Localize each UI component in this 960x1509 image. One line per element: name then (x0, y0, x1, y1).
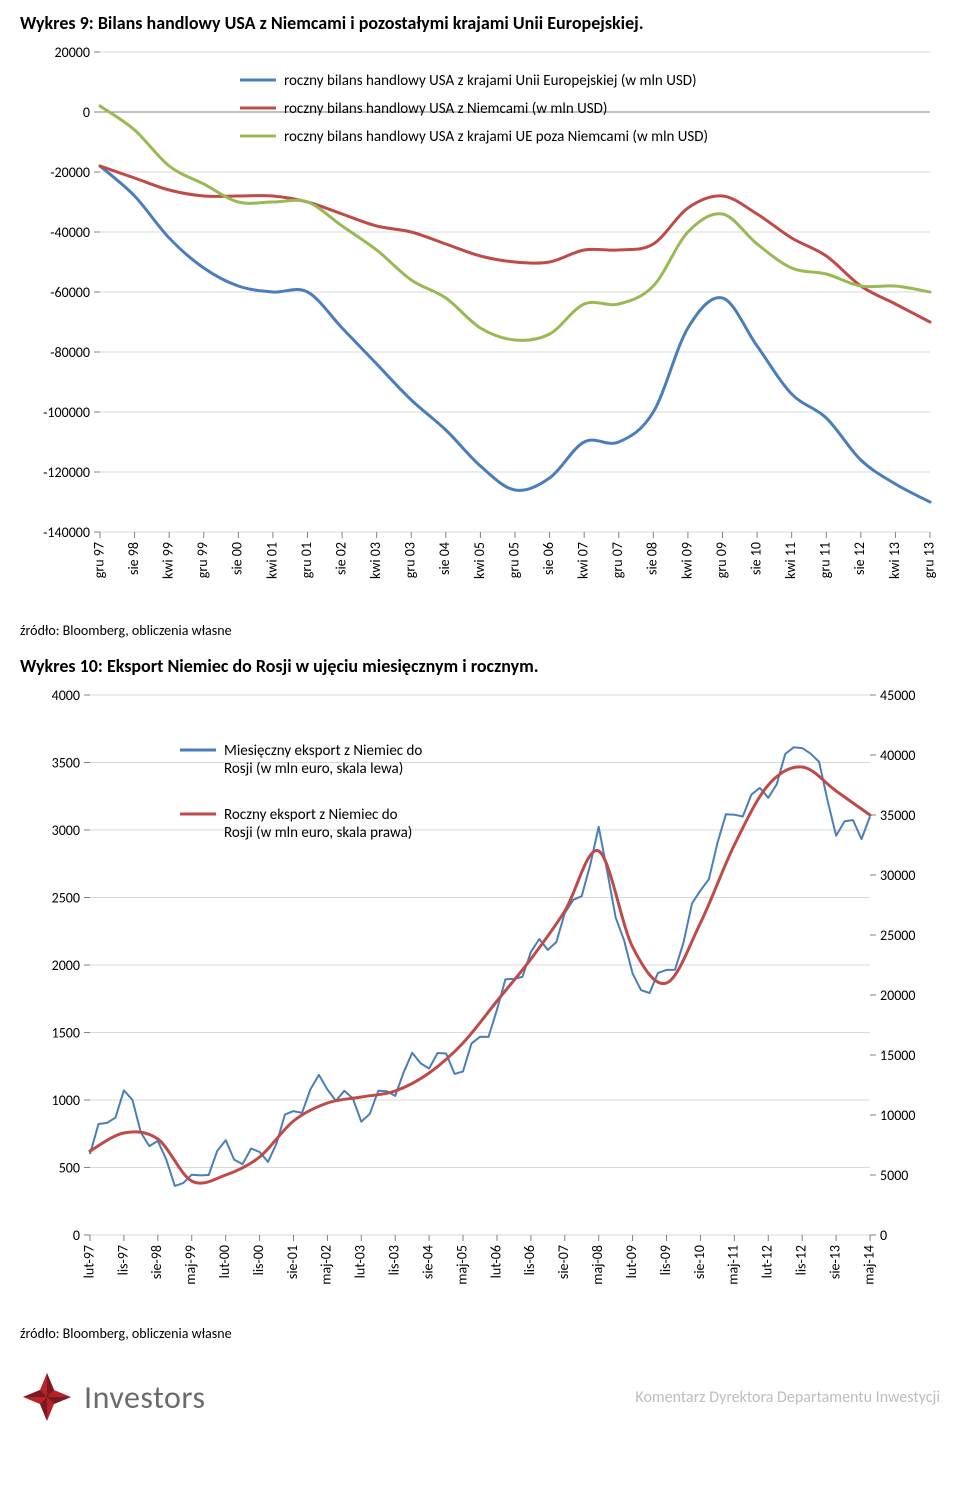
chart9-source: źródło: Bloomberg, obliczenia własne (20, 622, 940, 639)
svg-text:gru 01: gru 01 (298, 542, 315, 578)
svg-text:gru 97: gru 97 (90, 542, 107, 578)
svg-text:roczny bilans handlowy USA z k: roczny bilans handlowy USA z krajami Uni… (284, 72, 697, 90)
svg-text:Rosji (w mln euro, skala prawa: Rosji (w mln euro, skala prawa) (224, 824, 412, 842)
svg-text:sie 04: sie 04 (436, 542, 453, 575)
svg-text:10000: 10000 (880, 1107, 915, 1124)
svg-text:lut-97: lut-97 (80, 1245, 97, 1278)
svg-text:Rosji (w mln euro, skala lewa): Rosji (w mln euro, skala lewa) (224, 760, 403, 778)
svg-text:30000: 30000 (880, 867, 915, 884)
svg-text:0: 0 (880, 1227, 887, 1244)
svg-text:maj-99: maj-99 (182, 1245, 199, 1285)
svg-text:kwi 13: kwi 13 (886, 542, 903, 579)
svg-text:-20000: -20000 (50, 164, 90, 181)
footer-right-text: Komentarz Dyrektora Departamentu Inwesty… (635, 1388, 940, 1407)
svg-text:kwi 99: kwi 99 (160, 542, 177, 579)
svg-text:lut-03: lut-03 (352, 1245, 369, 1278)
svg-text:kwi 11: kwi 11 (782, 542, 799, 579)
svg-text:sie 12: sie 12 (851, 542, 868, 575)
svg-text:roczny bilans handlowy USA z N: roczny bilans handlowy USA z Niemcami (w… (284, 100, 607, 118)
svg-text:40000: 40000 (880, 747, 915, 764)
svg-text:15000: 15000 (880, 1047, 915, 1064)
svg-text:sie 98: sie 98 (125, 542, 142, 575)
svg-text:roczny bilans handlowy USA z k: roczny bilans handlowy USA z krajami UE … (284, 128, 708, 146)
svg-text:lut-12: lut-12 (759, 1245, 776, 1278)
page-footer: Investors Komentarz Dyrektora Departamen… (20, 1370, 940, 1424)
chart9-container: Wykres 9: Bilans handlowy USA z Niemcami… (20, 12, 940, 639)
chart10-container: Wykres 10: Eksport Niemiec do Rosji w uj… (20, 655, 940, 1342)
svg-text:lut-06: lut-06 (487, 1245, 504, 1278)
svg-text:lis-03: lis-03 (386, 1245, 403, 1275)
svg-text:gru 09: gru 09 (713, 542, 730, 578)
svg-text:Roczny eksport z Niemiec do: Roczny eksport z Niemiec do (224, 806, 398, 824)
svg-text:lut-09: lut-09 (623, 1245, 640, 1278)
svg-text:gru 11: gru 11 (817, 542, 834, 578)
svg-text:5000: 5000 (880, 1167, 908, 1184)
svg-text:500: 500 (59, 1160, 80, 1177)
svg-text:-80000: -80000 (50, 344, 90, 361)
chart9-title: Wykres 9: Bilans handlowy USA z Niemcami… (20, 12, 940, 34)
svg-text:sie 00: sie 00 (229, 542, 246, 575)
svg-text:Miesięczny eksport z Niemiec d: Miesięczny eksport z Niemiec do (224, 742, 422, 760)
svg-text:0: 0 (83, 104, 90, 121)
svg-text:sie 10: sie 10 (747, 542, 764, 575)
svg-text:45000: 45000 (880, 687, 915, 704)
svg-text:maj-08: maj-08 (589, 1245, 606, 1285)
svg-text:35000: 35000 (880, 807, 915, 824)
chart9-svg: 20000 0 -20000 -40000 -60000 -80000 -100000 -12… (20, 42, 940, 612)
svg-text:sie 08: sie 08 (644, 542, 661, 575)
svg-text:sie-07: sie-07 (555, 1245, 572, 1279)
svg-text:gru 13: gru 13 (920, 542, 937, 578)
logo: Investors (20, 1370, 205, 1424)
svg-text:kwi 05: kwi 05 (471, 542, 488, 579)
svg-text:lis-00: lis-00 (250, 1245, 267, 1275)
svg-text:2000: 2000 (52, 957, 80, 974)
svg-text:kwi 01: kwi 01 (263, 542, 280, 579)
svg-text:maj-05: maj-05 (453, 1245, 470, 1285)
svg-text:gru 03: gru 03 (402, 542, 419, 578)
svg-text:20000: 20000 (880, 987, 915, 1004)
svg-text:maj-02: maj-02 (318, 1245, 335, 1285)
svg-text:1500: 1500 (52, 1025, 80, 1042)
svg-text:gru 99: gru 99 (194, 542, 211, 578)
svg-text:maj-11: maj-11 (725, 1245, 742, 1285)
svg-text:1000: 1000 (52, 1092, 80, 1109)
svg-text:maj-14: maj-14 (860, 1245, 877, 1285)
svg-text:25000: 25000 (880, 927, 915, 944)
svg-text:lis-06: lis-06 (521, 1245, 538, 1275)
svg-text:20000: 20000 (55, 44, 90, 61)
logo-text: Investors (84, 1378, 205, 1417)
svg-text:-60000: -60000 (50, 284, 90, 301)
svg-text:3500: 3500 (52, 755, 80, 772)
svg-text:sie-04: sie-04 (419, 1245, 436, 1279)
svg-text:gru 07: gru 07 (609, 542, 626, 578)
svg-text:sie 06: sie 06 (540, 542, 557, 575)
svg-text:0: 0 (73, 1227, 80, 1244)
svg-text:-140000: -140000 (43, 524, 90, 541)
svg-text:-40000: -40000 (50, 224, 90, 241)
svg-text:sie-10: sie-10 (691, 1245, 708, 1279)
svg-text:lis-97: lis-97 (114, 1245, 131, 1275)
svg-text:gru 05: gru 05 (505, 542, 522, 578)
svg-text:-120000: -120000 (43, 464, 90, 481)
svg-text:3000: 3000 (52, 822, 80, 839)
svg-text:sie-01: sie-01 (284, 1245, 301, 1279)
chart10-plot: 4000350030002500200015001000500045000400… (20, 685, 940, 1315)
chart10-svg: 4000350030002500200015001000500045000400… (20, 685, 940, 1315)
svg-text:kwi 09: kwi 09 (678, 542, 695, 579)
svg-text:lis-09: lis-09 (657, 1245, 674, 1275)
svg-text:sie-98: sie-98 (148, 1245, 165, 1279)
svg-text:sie-13: sie-13 (826, 1245, 843, 1279)
svg-text:kwi 07: kwi 07 (575, 542, 592, 579)
chart10-source: źródło: Bloomberg, obliczenia własne (20, 1325, 940, 1342)
svg-text:kwi 03: kwi 03 (367, 542, 384, 579)
svg-text:2500: 2500 (52, 890, 80, 907)
svg-text:4000: 4000 (52, 687, 80, 704)
chart9-plot: 20000 0 -20000 -40000 -60000 -80000 -100000 -12… (20, 42, 940, 612)
svg-text:lis-12: lis-12 (793, 1245, 810, 1275)
svg-text:-100000: -100000 (43, 404, 90, 421)
svg-text:sie 02: sie 02 (332, 542, 349, 575)
chart10-title: Wykres 10: Eksport Niemiec do Rosji w uj… (20, 655, 940, 677)
svg-text:lut-00: lut-00 (216, 1245, 233, 1278)
logo-mark-icon (20, 1370, 74, 1424)
